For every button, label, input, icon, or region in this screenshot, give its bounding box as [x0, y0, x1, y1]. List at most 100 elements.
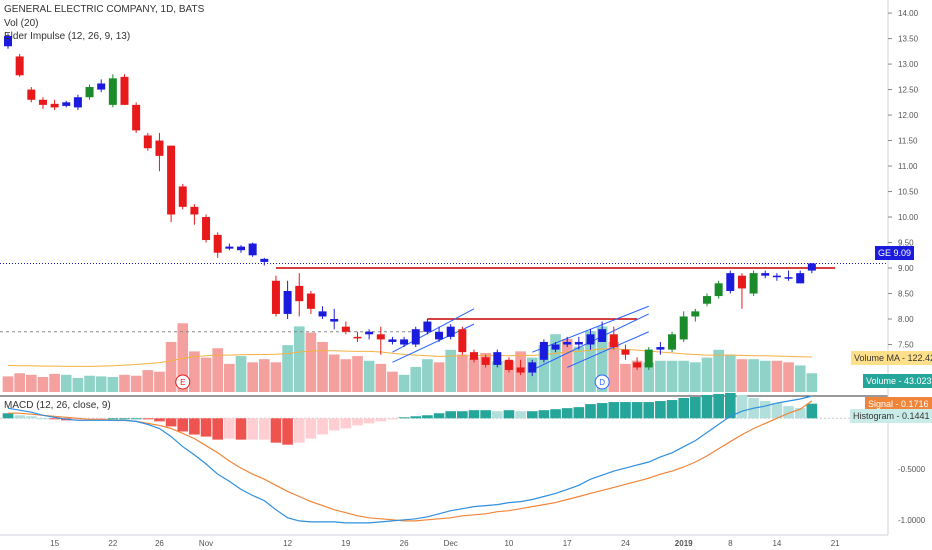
volume-bar: [561, 338, 573, 392]
candle-body: [551, 344, 560, 350]
volume-bar: [154, 371, 165, 392]
candle-body: [411, 329, 420, 345]
date-tick-label: 21: [831, 539, 840, 548]
volume-bar: [724, 354, 736, 392]
volume-bar: [491, 361, 503, 392]
volume-bar: [608, 342, 620, 392]
histogram-bar: [258, 418, 270, 440]
candle-body: [563, 341, 572, 345]
candle-body: [761, 273, 770, 276]
volume-bar: [631, 360, 643, 392]
histogram-bar: [363, 418, 375, 424]
price-tick-label: 11.00: [898, 162, 918, 171]
histogram-value: 0.1441: [902, 411, 930, 421]
histogram-bar: [398, 417, 410, 419]
candle-body: [609, 334, 618, 348]
volume-bar: [317, 342, 328, 392]
earnings-marker-label: E: [180, 378, 185, 387]
candle-body: [225, 246, 234, 249]
candle-body: [388, 339, 397, 342]
volume-bar: [247, 362, 258, 392]
dividend-marker-label: D: [599, 378, 605, 387]
candle-body: [528, 362, 537, 373]
volume-bar: [37, 377, 49, 392]
histogram-bar: [119, 418, 130, 420]
candle-body: [132, 104, 141, 131]
price-tick-label: 10.00: [898, 213, 919, 222]
volume-bar: [328, 354, 340, 392]
candle-body: [50, 103, 59, 108]
histogram-bar: [154, 418, 165, 422]
price-tick-label: 9.00: [898, 264, 914, 273]
date-tick-label: Nov: [199, 539, 213, 548]
volume-bar: [666, 360, 678, 392]
candle-body: [679, 316, 688, 340]
volume-bar: [398, 374, 410, 392]
candle-body: [470, 352, 478, 360]
candle-body: [691, 311, 700, 317]
volume-label: Volume: [866, 376, 897, 386]
date-tick-label: 17: [563, 539, 572, 548]
volume-bar: [224, 363, 235, 392]
histogram-bar: [328, 418, 340, 431]
histogram-bar: [655, 401, 666, 419]
price-tick-label: 10.50: [898, 188, 919, 197]
volume-bar: [293, 326, 305, 392]
candle-body: [784, 277, 793, 279]
candle-body: [73, 97, 82, 108]
volume-bar: [107, 377, 119, 392]
histogram-bar: [282, 418, 293, 445]
candle-body: [108, 78, 117, 105]
histogram-bar: [142, 418, 154, 420]
macd-legend: MACD (12, 26, close, 9): [4, 400, 111, 411]
histogram-bar: [690, 396, 701, 419]
candle-body: [283, 290, 292, 314]
volume-ma-label: Volume MA: [854, 353, 900, 363]
candle-body: [435, 331, 444, 340]
histogram-bar: [433, 413, 445, 419]
candlesticks: [4, 33, 816, 377]
histogram-bar: [200, 418, 212, 437]
volume-bar: [433, 362, 445, 392]
dividend-marker: [594, 374, 610, 390]
histogram-bar: [550, 409, 561, 419]
histogram-bar: [783, 406, 794, 419]
volume-bar: [596, 326, 608, 392]
date-tick-label: 8: [728, 539, 733, 548]
volume-bar: [690, 362, 701, 392]
candle-body: [423, 321, 432, 332]
volume-bar: [189, 351, 200, 392]
volume-bar: [573, 346, 585, 392]
price-tick-label: 14.00: [898, 9, 919, 18]
date-tick-label: 2019: [675, 539, 693, 548]
histogram-bar: [317, 418, 328, 435]
volume-bar: [235, 356, 247, 392]
candle-body: [38, 99, 47, 105]
volume-legend: Vol (20): [4, 18, 39, 29]
volume-bar: [375, 363, 387, 392]
volume-bar: [422, 359, 433, 392]
channel-line: [566, 331, 649, 368]
candle-body: [120, 76, 129, 105]
volume-bar: [363, 360, 375, 392]
macd-tick-label: -0.5000: [898, 465, 926, 474]
candle-body: [504, 359, 513, 370]
histogram-bar: [794, 408, 806, 419]
volume-bar: [736, 359, 748, 392]
candle-body: [271, 280, 280, 314]
histogram-bar: [422, 415, 433, 419]
volume-bar: [748, 359, 759, 392]
candle-body: [656, 347, 665, 350]
histogram-bar: [620, 402, 631, 419]
candle-body: [586, 334, 595, 345]
candle-body: [155, 140, 164, 156]
histogram-bar: [14, 415, 25, 419]
histogram-bar: [235, 418, 247, 440]
volume-ma-value: 122.427M: [907, 353, 932, 363]
histogram-bar: [445, 411, 457, 419]
price-tick-label: 13.50: [898, 35, 919, 44]
volume-ma-path: [7, 348, 812, 367]
candle-body: [260, 258, 269, 262]
histogram-bar: [457, 411, 468, 419]
candle-body: [365, 331, 374, 335]
